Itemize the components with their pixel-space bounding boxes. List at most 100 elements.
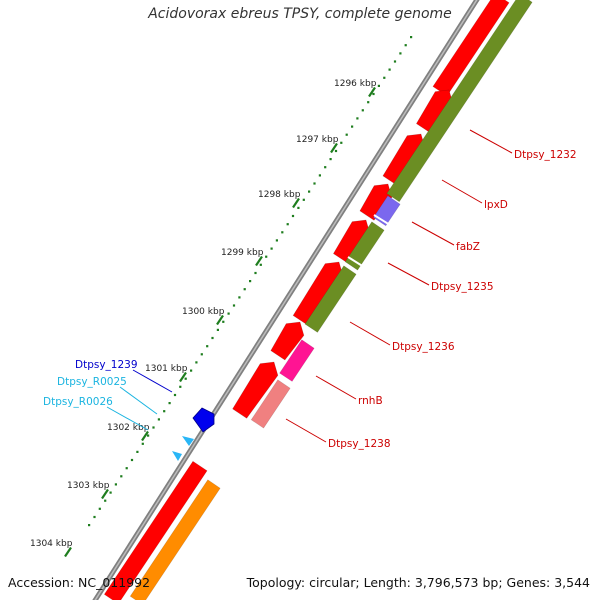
ruler-dot	[334, 149, 338, 153]
gene-label[interactable]: Dtpsy_1239	[75, 359, 138, 371]
ruler-dot	[383, 76, 386, 79]
gene-label-leader	[469, 129, 513, 154]
gene-separator	[347, 256, 365, 268]
ruler-dot	[356, 117, 359, 120]
rna-feature	[182, 436, 194, 446]
ruler-dot	[281, 231, 284, 234]
ruler-dot	[265, 255, 268, 258]
accession-text: Accession: NC_011992	[8, 575, 151, 590]
rna-feature	[172, 451, 182, 461]
ruler-tick-label: 1304 kbp	[30, 539, 73, 549]
ruler-dot	[286, 223, 289, 226]
gene-label[interactable]: rnhB	[358, 395, 383, 407]
ruler-dot	[393, 60, 397, 63]
ruler-dot	[259, 263, 262, 266]
gene-label-leader	[441, 179, 483, 204]
gene-label[interactable]: Dtpsy_R0025	[57, 376, 127, 388]
ruler-dot	[184, 377, 187, 380]
ruler-dot	[377, 84, 380, 87]
ruler-dot	[308, 190, 311, 193]
ruler-dot	[206, 345, 209, 348]
ruler-dot	[361, 109, 364, 112]
ruler-dot	[404, 44, 407, 47]
gene-label-leader	[315, 375, 357, 400]
cds-feature	[250, 379, 291, 429]
ruler-dot	[190, 369, 193, 372]
ruler-dot	[141, 442, 144, 445]
ruler-tick-label: 1303 kbp	[67, 481, 110, 491]
gene-label[interactable]: Dtpsy_1235	[431, 281, 494, 293]
ruler-tick	[216, 314, 224, 326]
ruler-dot	[120, 475, 123, 478]
ruler-dot	[216, 328, 219, 331]
ruler-dot	[163, 410, 166, 413]
cds-feature	[129, 479, 221, 600]
ruler-tick	[255, 255, 263, 267]
ruler-dot	[399, 52, 402, 55]
ruler-tick-label: 1300 kbp	[182, 307, 225, 317]
cds-feature	[103, 460, 208, 600]
ruler-dot	[232, 304, 236, 307]
ruler-tick	[64, 546, 72, 558]
ruler-dot	[410, 36, 413, 39]
ruler-dot	[329, 158, 332, 161]
ruler-tick-label: 1296 kbp	[334, 79, 377, 89]
ruler-dot	[291, 214, 295, 218]
topology-text: Topology: circular; Length: 3,796,573 bp…	[246, 575, 590, 590]
ruler-dot	[318, 174, 321, 177]
gene-label-leader	[106, 406, 149, 431]
ruler-dot	[93, 515, 96, 519]
gene-label-leader	[119, 386, 158, 415]
gene-label[interactable]: Dtpsy_R0026	[43, 396, 113, 408]
ruler-dot	[147, 434, 150, 437]
cds-feature	[232, 361, 279, 419]
gene-label-leader	[349, 321, 391, 346]
gene-label[interactable]: lpxD	[484, 199, 508, 211]
gene-label[interactable]: Dtpsy_1232	[514, 149, 577, 161]
ruler-dot	[104, 499, 107, 502]
ruler-dot	[238, 296, 241, 299]
ruler-tick	[292, 197, 300, 209]
ruler-dot	[340, 141, 343, 144]
cds-feature	[304, 265, 357, 333]
gene-label[interactable]: fabZ	[456, 241, 480, 253]
ruler-tick	[330, 142, 338, 154]
ruler-dot	[324, 166, 327, 169]
ruler-dot	[130, 458, 134, 462]
ruler-dot	[98, 507, 101, 510]
ruler-dot	[222, 320, 225, 323]
ruler-dot	[173, 393, 177, 397]
ruler-dot	[302, 198, 305, 201]
ruler-tick	[101, 488, 109, 500]
ruler-dot	[254, 271, 257, 275]
cds-feature	[386, 0, 533, 203]
genome-backbone-highlight	[94, 0, 478, 600]
ruler-dot	[88, 524, 91, 527]
ruler-dot	[179, 385, 182, 388]
ruler-dot	[275, 239, 278, 242]
gene-label-leader	[285, 418, 327, 443]
ruler-dot	[211, 336, 214, 340]
cds-feature	[270, 321, 305, 361]
gene-label[interactable]: Dtpsy_1238	[328, 438, 391, 450]
ruler-dot	[157, 418, 160, 421]
ruler-tick	[141, 430, 149, 442]
gene-label[interactable]: Dtpsy_1236	[392, 341, 455, 353]
ruler-dot	[372, 92, 375, 96]
ruler-dot	[388, 68, 391, 71]
ruler-tick-label: 1301 kbp	[145, 364, 188, 374]
ruler-dot	[200, 353, 203, 356]
ruler-dot	[351, 125, 354, 128]
ruler-tick-label: 1302 kbp	[107, 423, 150, 433]
ruler-dot	[243, 288, 246, 291]
gene-label-leader	[387, 262, 430, 286]
ruler-tick-label: 1298 kbp	[258, 190, 301, 200]
ruler-tick-label: 1299 kbp	[221, 248, 264, 258]
cds-feature	[279, 339, 315, 382]
ruler-tick-label: 1297 kbp	[296, 135, 339, 145]
ruler-dot	[114, 483, 117, 486]
ruler-dot	[136, 450, 139, 453]
ruler-dot	[195, 361, 198, 364]
ruler-dot	[270, 247, 273, 250]
